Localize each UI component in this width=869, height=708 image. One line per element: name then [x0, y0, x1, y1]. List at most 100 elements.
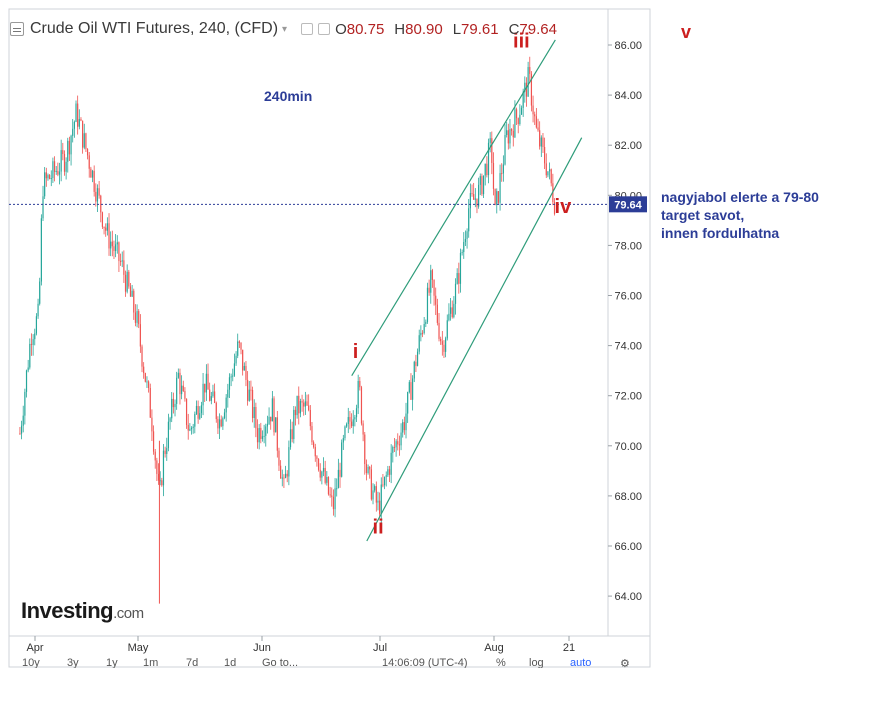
candle-body — [93, 170, 95, 192]
log-scale-button[interactable]: log — [529, 657, 544, 668]
ohlc-open: O80.75 — [335, 21, 384, 38]
chevron-down-icon[interactable]: ▾ — [282, 23, 288, 35]
candle-body — [524, 82, 526, 92]
candle-body — [367, 466, 369, 473]
side-annotation: nagyjabol elerte a 79-80 target savot, i… — [661, 188, 861, 242]
candle-body — [433, 279, 435, 296]
candle-body — [499, 173, 501, 203]
candle-body — [423, 323, 425, 333]
candle-body — [210, 396, 212, 401]
candle-body — [49, 175, 51, 179]
candle-body — [118, 242, 120, 262]
candle-body — [468, 208, 470, 232]
candle-body — [280, 465, 282, 479]
candle-body — [110, 241, 112, 249]
candle-body — [487, 142, 490, 176]
low-label: L — [452, 20, 462, 38]
candle-body — [52, 161, 54, 179]
candle-body — [247, 379, 249, 401]
candle-body — [82, 120, 84, 148]
range-1d-button[interactable]: 1d — [224, 657, 237, 668]
percent-scale-button[interactable]: % — [496, 657, 506, 668]
candle-body — [326, 477, 328, 483]
candle-body — [392, 446, 394, 453]
candle-body — [238, 341, 240, 343]
auto-scale-button[interactable]: auto — [570, 657, 592, 668]
candle-body — [167, 421, 170, 449]
candle-body — [496, 191, 498, 205]
price-axis[interactable]: 86.0084.0082.0080.0078.0076.0074.0072.00… — [608, 40, 642, 603]
candle-body — [397, 441, 399, 445]
candle-body — [463, 242, 465, 253]
candle-body — [370, 469, 372, 500]
open-value: 80.75 — [346, 20, 385, 38]
candle-body — [105, 227, 107, 231]
candle-body — [255, 407, 257, 429]
candle-body — [512, 130, 514, 138]
high-label: H — [394, 20, 406, 38]
candle-body — [194, 413, 196, 427]
wave-v-label: v — [681, 22, 692, 42]
candle-body — [336, 488, 338, 490]
range-10y-button[interactable]: 10y — [22, 657, 40, 668]
candle-body — [37, 303, 39, 317]
channel-lower-line[interactable] — [366, 137, 583, 542]
candle-body — [90, 168, 92, 178]
candle-body — [454, 283, 457, 304]
candle-body — [242, 349, 244, 371]
close-label: C — [508, 20, 520, 38]
symbol-menu-icon[interactable] — [10, 22, 24, 36]
candle-body — [154, 451, 156, 461]
candle-body — [205, 373, 207, 393]
range-3y-button[interactable]: 3y — [67, 657, 79, 668]
candle-body — [478, 184, 480, 207]
candle-body — [511, 129, 513, 131]
candle-body — [106, 223, 108, 231]
candle-body — [412, 378, 414, 400]
candle-body — [30, 343, 33, 345]
candle-body — [245, 365, 247, 380]
candle-body — [190, 427, 193, 430]
candle-body — [124, 274, 127, 292]
candle-body — [299, 401, 302, 414]
candle-body — [405, 413, 407, 431]
candle-body — [449, 307, 452, 314]
candle-body — [296, 395, 298, 416]
candle-body — [291, 429, 293, 440]
settings-icon[interactable] — [318, 23, 331, 35]
range-7d-button[interactable]: 7d — [186, 657, 199, 668]
candle-body — [506, 130, 508, 136]
time-axis[interactable]: Apr May Jun Jul Aug 21 — [26, 636, 575, 654]
x-tick-label: 21 — [563, 642, 575, 654]
candle-body — [182, 385, 184, 392]
open-label: O — [335, 20, 347, 38]
candle-body — [108, 223, 110, 249]
candle-body — [47, 175, 49, 179]
candle-body — [136, 311, 138, 323]
candle-body — [550, 169, 552, 184]
x-tick-label: May — [128, 642, 149, 654]
candle-body — [362, 423, 364, 435]
gear-icon[interactable]: ⚙ — [620, 658, 630, 668]
range-1y-button[interactable]: 1y — [106, 657, 118, 668]
candle-body — [42, 196, 44, 219]
instrument-title[interactable]: Crude Oil WTI Futures, 240, (CFD) — [30, 20, 279, 37]
brand-logo: Investing.com — [21, 598, 144, 624]
candle-body — [176, 377, 178, 404]
candle-body — [212, 391, 214, 397]
candle-body — [517, 118, 519, 125]
candle-body — [73, 121, 75, 129]
goto-button[interactable]: Go to... — [262, 657, 299, 668]
candle-body — [329, 494, 331, 496]
close-value: 79.64 — [519, 20, 557, 38]
candle-body — [332, 496, 335, 510]
candle-body — [143, 366, 145, 374]
channel-upper-line[interactable] — [351, 39, 556, 376]
candle-body — [294, 409, 297, 416]
eye-icon[interactable] — [301, 23, 314, 35]
range-1m-button[interactable]: 1m — [143, 657, 159, 668]
candle-body — [77, 103, 79, 127]
candle-body — [359, 380, 361, 388]
candle-body — [103, 226, 105, 228]
x-tick-label: Aug — [484, 642, 504, 654]
